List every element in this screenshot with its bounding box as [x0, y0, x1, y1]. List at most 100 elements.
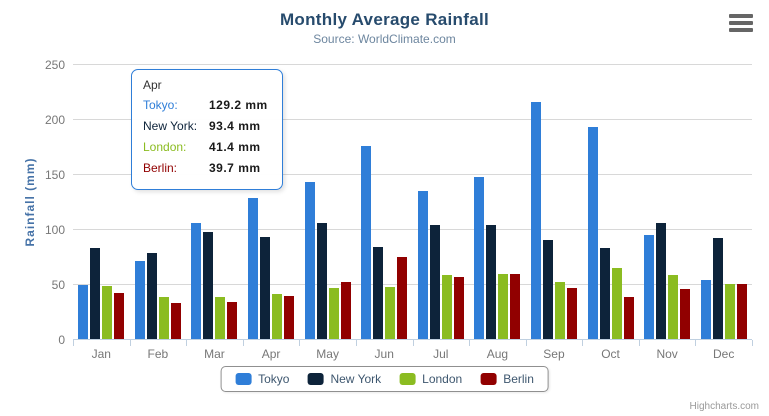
gridline-200 — [73, 119, 752, 120]
tooltip-series-value: 129.2 mm — [209, 98, 268, 112]
bar-berlin-apr[interactable] — [284, 296, 295, 340]
bar-berlin-jan[interactable] — [114, 293, 125, 340]
bar-berlin-mar[interactable] — [227, 302, 238, 340]
context-menu-icon[interactable] — [729, 14, 753, 32]
bar-new-york-sep[interactable] — [542, 239, 553, 340]
legend-item-new-york[interactable]: New York — [307, 372, 381, 386]
y-axis-label-150: 150 — [44, 168, 65, 182]
bar-group-feb — [130, 65, 187, 340]
x-axis-tick — [638, 340, 640, 346]
bar-london-jan[interactable] — [102, 286, 113, 340]
tooltip-row: London: 41.4 mm — [143, 139, 271, 155]
bar-london-aug[interactable] — [498, 274, 509, 340]
legend-label: Tokyo — [258, 372, 290, 386]
bar-group-dec — [695, 65, 752, 340]
tooltip-series-value: 39.7 mm — [209, 161, 261, 175]
bar-london-nov[interactable] — [668, 274, 679, 340]
bar-tokyo-nov[interactable] — [644, 234, 655, 340]
x-axis-line — [73, 339, 752, 340]
x-axis-label-dec: Dec — [713, 347, 735, 361]
bar-tokyo-mar[interactable] — [191, 222, 202, 340]
bar-tokyo-jan[interactable] — [78, 285, 89, 340]
x-axis-tick — [73, 340, 74, 346]
bar-new-york-mar[interactable] — [203, 231, 214, 340]
tooltip-rows: Tokyo: 129.2 mm New York: 93.4 mm London: 41.… — [143, 97, 271, 176]
bar-group-aug — [469, 65, 526, 340]
tooltip-series-value: 41.4 mm — [209, 140, 261, 154]
x-axis-tick — [412, 340, 414, 346]
gridline-250 — [73, 64, 752, 65]
bar-tokyo-jun[interactable] — [361, 146, 372, 340]
legend-label: London — [422, 372, 463, 386]
bar-tokyo-feb[interactable] — [134, 261, 145, 340]
bar-tokyo-aug[interactable] — [474, 176, 485, 340]
tooltip-row: Tokyo: 129.2 mm — [143, 97, 271, 113]
bar-new-york-dec[interactable] — [712, 238, 723, 340]
x-axis-tick — [469, 340, 471, 346]
bar-london-jun[interactable] — [385, 286, 396, 340]
bar-group-sep — [526, 65, 583, 340]
bar-london-oct[interactable] — [611, 268, 622, 340]
bar-tokyo-dec[interactable] — [700, 280, 711, 340]
x-axis-tick — [299, 340, 301, 346]
bar-new-york-aug[interactable] — [486, 225, 497, 340]
bar-berlin-jun[interactable] — [397, 256, 408, 340]
bar-london-sep[interactable] — [554, 282, 565, 340]
bar-tokyo-may[interactable] — [304, 181, 315, 340]
bar-london-apr[interactable] — [272, 294, 283, 340]
gridline-100 — [73, 229, 752, 230]
tooltip-row: New York: 93.4 mm — [143, 118, 271, 134]
bar-tokyo-apr[interactable] — [248, 197, 259, 340]
bar-group-apr — [243, 65, 300, 340]
bar-group-jun — [356, 65, 413, 340]
tooltip-header: Apr — [143, 78, 162, 92]
hamburger-bar — [729, 21, 753, 25]
bar-berlin-may[interactable] — [340, 282, 351, 340]
bar-london-mar[interactable] — [215, 296, 226, 340]
x-axis-label-jul: Jul — [433, 347, 449, 361]
bar-berlin-feb[interactable] — [170, 303, 181, 340]
tooltip-series-value: 93.4 mm — [209, 119, 261, 133]
bar-tokyo-oct[interactable] — [587, 126, 598, 340]
bar-berlin-dec[interactable] — [736, 283, 747, 340]
bar-group-mar — [186, 65, 243, 340]
bar-new-york-oct[interactable] — [599, 248, 610, 340]
bar-london-jul[interactable] — [441, 275, 452, 340]
x-axis-tick — [355, 340, 357, 346]
bar-berlin-aug[interactable] — [510, 273, 521, 340]
bar-new-york-jul[interactable] — [429, 224, 440, 340]
x-axis-tick — [695, 340, 697, 346]
tooltip: Apr Tokyo: 129.2 mm New York: 93.4 mm London… — [131, 69, 283, 190]
x-axis-label-mar: Mar — [204, 347, 225, 361]
highcharts-credit[interactable]: Highcharts.com — [689, 401, 759, 412]
bar-berlin-sep[interactable] — [566, 287, 577, 340]
bar-new-york-may[interactable] — [316, 223, 327, 340]
bar-new-york-jan[interactable] — [90, 248, 101, 340]
legend-item-tokyo[interactable]: Tokyo — [235, 372, 289, 386]
gridline-50 — [73, 284, 752, 285]
y-axis-label-250: 250 — [44, 58, 65, 72]
bar-london-may[interactable] — [328, 288, 339, 340]
x-axis-tick — [525, 340, 527, 346]
bar-berlin-jul[interactable] — [453, 276, 464, 340]
legend-swatch-icon — [399, 373, 416, 385]
bar-new-york-apr[interactable] — [260, 237, 271, 340]
x-axis-label-jan: Jan — [91, 347, 111, 361]
x-axis-label-feb: Feb — [147, 347, 169, 361]
bar-tokyo-jul[interactable] — [417, 190, 428, 340]
bar-new-york-jun[interactable] — [373, 247, 384, 340]
bar-berlin-nov[interactable] — [680, 288, 691, 340]
bar-london-feb[interactable] — [158, 297, 169, 340]
bar-berlin-oct[interactable] — [623, 297, 634, 340]
bar-new-york-feb[interactable] — [146, 253, 157, 340]
x-axis-tick — [582, 340, 584, 346]
bar-new-york-nov[interactable] — [656, 222, 667, 340]
legend-item-london[interactable]: London — [399, 372, 462, 386]
y-axis-label-50: 50 — [51, 278, 65, 292]
bar-london-dec[interactable] — [724, 283, 735, 340]
tooltip-series-label: London: — [143, 140, 187, 154]
legend-item-berlin[interactable]: Berlin — [480, 372, 534, 386]
tooltip-row: Berlin: 39.7 mm — [143, 160, 271, 176]
bar-tokyo-sep[interactable] — [530, 101, 541, 340]
legend-label: New York — [330, 372, 382, 386]
